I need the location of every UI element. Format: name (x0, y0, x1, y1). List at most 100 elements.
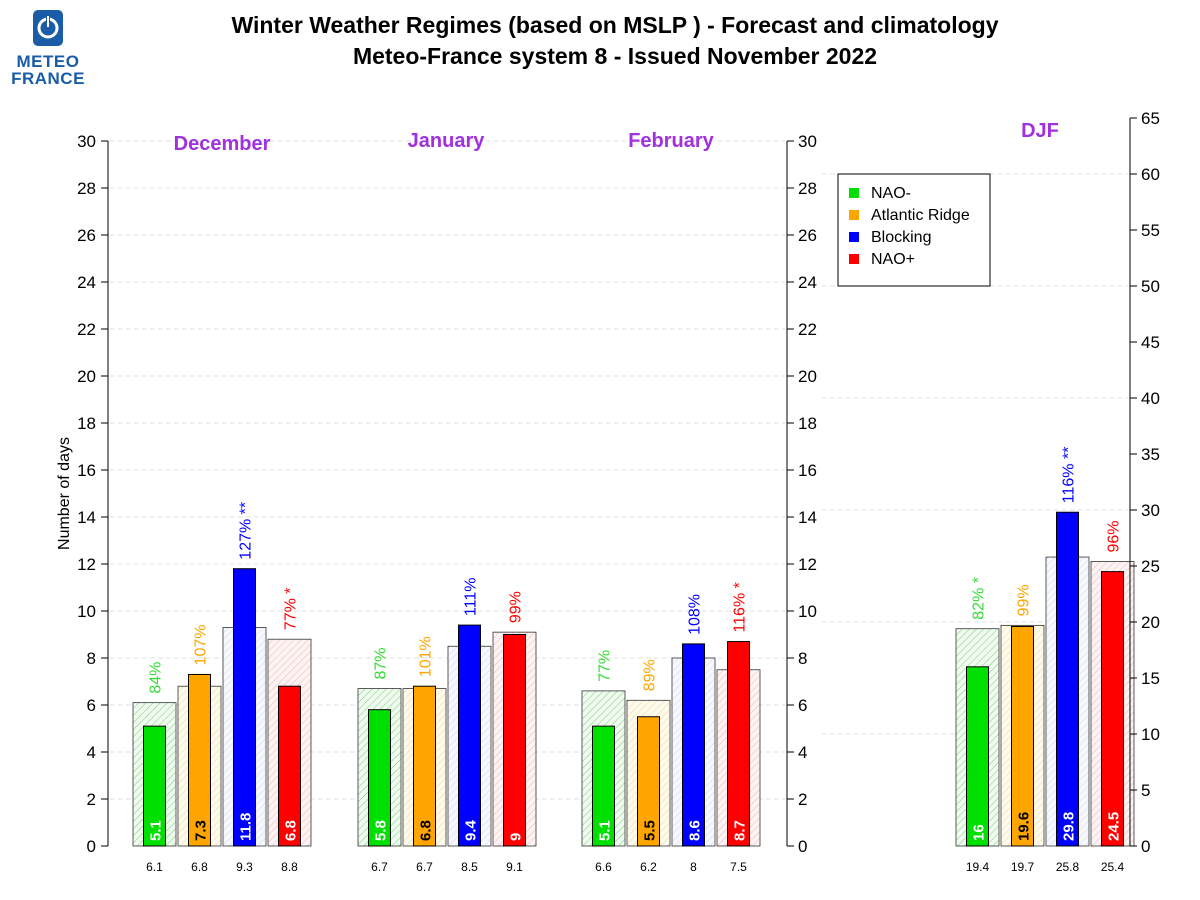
climatology-value-label: 6.6 (595, 860, 612, 874)
y-tick-label: 28 (798, 179, 817, 198)
y-tick-label: 22 (798, 320, 817, 339)
y-tick-label: 65 (1141, 109, 1160, 128)
percent-label: 82% * (971, 577, 988, 620)
forecast-bar (1056, 511, 1079, 847)
forecast-value-label: 7.3 (193, 820, 210, 841)
legend-label: Atlantic Ridge (871, 207, 970, 224)
forecast-value-label: 29.8 (1061, 812, 1078, 841)
y-tick-label: 50 (1141, 277, 1160, 296)
percent-label: 116% * (732, 582, 749, 632)
climatology-value-label: 19.7 (1011, 860, 1035, 874)
y-tick-label: 0 (1141, 837, 1150, 856)
meteo-france-logo: METEO FRANCE (6, 8, 90, 88)
percent-label: 116% ** (1061, 447, 1078, 504)
forecast-bar (458, 624, 481, 847)
y-tick-label: 8 (798, 649, 807, 668)
percent-label: 77% * (283, 587, 300, 630)
group-label: DJF (1021, 120, 1059, 142)
percent-label: 96% (1106, 520, 1123, 552)
forecast-value-label: 11.8 (238, 813, 255, 841)
y-tick-label: 30 (77, 132, 96, 151)
y-tick-label: 26 (77, 226, 96, 245)
percent-label: 87% (373, 648, 390, 680)
y-tick-label: 55 (1141, 221, 1160, 240)
climatology-value-label: 6.1 (146, 860, 163, 874)
forecast-bar (503, 634, 526, 847)
forecast-value-label: 9 (508, 833, 525, 841)
legend-label: NAO+ (871, 251, 915, 268)
logo-emblem-icon (33, 10, 63, 46)
y-tick-label: 35 (1141, 445, 1160, 464)
y-tick-label: 14 (77, 508, 96, 527)
y-tick-label: 18 (798, 414, 817, 433)
y-tick-label: 24 (798, 273, 817, 292)
y-tick-label: 20 (798, 367, 817, 386)
forecast-value-label: 5.1 (148, 820, 165, 841)
y-tick-label: 60 (1141, 165, 1160, 184)
y-tick-label: 30 (1141, 501, 1160, 520)
forecast-bar (637, 716, 660, 847)
climatology-value-label: 8.8 (281, 860, 298, 874)
y-tick-label: 30 (798, 132, 817, 151)
forecast-value-label: 5.5 (642, 820, 659, 841)
y-tick-label: 26 (798, 226, 817, 245)
y-tick-label: 28 (77, 179, 96, 198)
climatology-value-label: 8.5 (461, 860, 478, 874)
percent-label: 89% (642, 659, 659, 691)
y-tick-label: 18 (77, 414, 96, 433)
forecast-bar (1011, 625, 1034, 847)
percent-label: 111% (463, 578, 480, 617)
y-tick-label: 24 (77, 273, 96, 292)
y-tick-label: 45 (1141, 333, 1160, 352)
y-tick-label: 8 (87, 649, 96, 668)
y-tick-label: 10 (798, 602, 817, 621)
y-tick-label: 20 (1141, 613, 1160, 632)
forecast-value-label: 19.6 (1016, 812, 1033, 841)
percent-label: 101% (418, 636, 435, 677)
climatology-value-label: 8 (690, 860, 697, 874)
y-tick-label: 4 (87, 743, 96, 762)
forecast-value-label: 6.8 (418, 820, 435, 841)
climatology-value-label: 25.8 (1056, 860, 1080, 874)
y-tick-label: 6 (798, 696, 807, 715)
forecast-value-label: 6.8 (283, 820, 300, 841)
climatology-value-label: 9.3 (236, 860, 253, 874)
forecast-value-label: 8.6 (687, 820, 704, 841)
climatology-value-label: 6.2 (640, 860, 657, 874)
legend-box (837, 173, 991, 287)
logo-line-2: FRANCE (11, 69, 85, 88)
climatology-value-label: 25.4 (1101, 860, 1125, 874)
chart-title: Winter Weather Regimes (based on MSLP ) … (231, 12, 999, 38)
climatology-value-label: 7.5 (730, 860, 747, 874)
group-label: December (174, 133, 271, 155)
y-tick-label: 10 (77, 602, 96, 621)
percent-label: 99% (1016, 584, 1033, 616)
group-label: January (408, 130, 486, 152)
legend-label: Blocking (871, 229, 931, 246)
group-label: February (628, 130, 714, 152)
percent-label: 127% ** (238, 502, 255, 560)
climatology-value-label: 6.8 (191, 860, 208, 874)
legend-label: NAO- (871, 185, 911, 202)
y-tick-label: 6 (87, 696, 96, 715)
climatology-value-label: 19.4 (966, 860, 990, 874)
forecast-value-label: 8.7 (732, 820, 749, 841)
forecast-bar (966, 666, 989, 847)
forecast-bar (233, 568, 256, 847)
percent-label: 84% (148, 662, 165, 694)
legend-swatch (849, 232, 859, 242)
percent-label: 77% (597, 650, 614, 682)
y-tick-label: 2 (87, 790, 96, 809)
forecast-bar (1101, 571, 1124, 847)
climatology-value-label: 6.7 (416, 860, 433, 874)
forecast-value-label: 16 (971, 824, 988, 841)
y-tick-label: 22 (77, 320, 96, 339)
percent-label: 99% (508, 591, 525, 623)
legend-swatch (849, 210, 859, 220)
y-tick-label: 16 (77, 461, 96, 480)
y-tick-label: 12 (798, 555, 817, 574)
climatology-value-label: 6.7 (371, 860, 388, 874)
y-tick-label: 14 (798, 508, 817, 527)
forecast-value-label: 9.4 (463, 819, 480, 841)
